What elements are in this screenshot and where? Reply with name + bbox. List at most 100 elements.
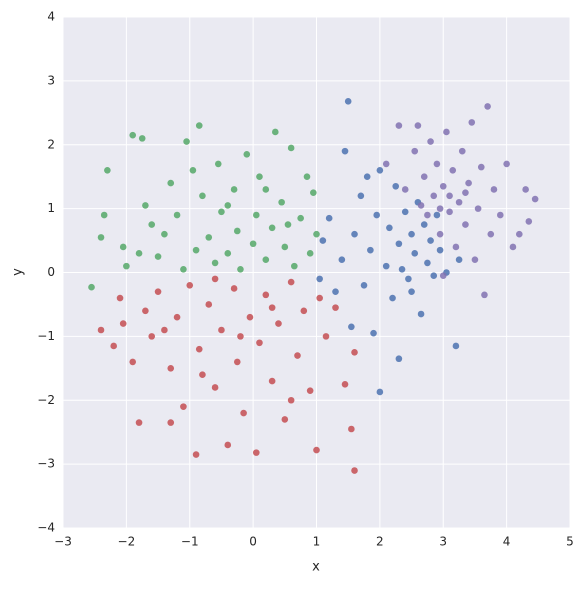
scatter-point: [230, 285, 238, 292]
scatter-point: [360, 281, 368, 289]
scatter-point: [161, 230, 168, 238]
x-tick-label: −2: [118, 535, 136, 549]
scatter-point: [325, 214, 333, 222]
scatter-point: [430, 272, 438, 279]
scatter-point: [300, 307, 308, 315]
scatter-point: [313, 446, 320, 454]
x-axis-label: x: [312, 560, 320, 575]
scatter-point: [167, 365, 175, 372]
scatter-point: [306, 250, 314, 257]
scatter-point: [233, 358, 241, 366]
scatter-point: [522, 186, 529, 193]
x-tick-label: −3: [54, 535, 72, 549]
scatter-point: [275, 320, 282, 327]
scatter-point: [341, 147, 349, 155]
scatter-point: [452, 342, 460, 350]
scatter-point: [525, 218, 533, 225]
scatter-point: [192, 451, 200, 458]
x-tick-label: 5: [566, 535, 574, 549]
x-tick-label: 1: [313, 535, 321, 549]
scatter-point: [455, 198, 463, 206]
scatter-point: [88, 283, 95, 291]
scatter-point: [148, 333, 156, 340]
scatter-point: [398, 266, 406, 273]
scatter-point: [281, 243, 289, 251]
scatter-point: [341, 380, 349, 388]
scatter-point: [268, 304, 276, 311]
scatter-point: [430, 192, 438, 200]
scatter-point: [386, 224, 393, 232]
scatter-point: [291, 262, 298, 270]
scatter-point: [167, 419, 175, 426]
scatter-point: [252, 449, 260, 456]
scatter-point: [395, 122, 403, 129]
scatter-point: [449, 167, 457, 174]
scatter-point: [233, 227, 241, 235]
scatter-point: [376, 388, 384, 396]
scatter-point: [116, 294, 124, 302]
y-tick-label: −2: [37, 393, 55, 407]
scatter-point: [436, 230, 444, 238]
scatter-point: [180, 266, 187, 273]
scatter-point: [243, 151, 251, 158]
scatter-point: [246, 313, 254, 321]
scatter-point: [97, 234, 105, 241]
scatter-point: [192, 246, 200, 254]
scatter-point: [205, 234, 213, 241]
scatter-point: [240, 409, 247, 417]
scatter-point: [395, 240, 403, 248]
scatter-point: [411, 147, 419, 155]
scatter-point: [503, 160, 510, 168]
scatter-point: [262, 291, 270, 299]
scatter-point: [211, 275, 219, 283]
scatter-point: [408, 288, 415, 295]
scatter-point: [287, 396, 295, 404]
scatter-point: [446, 192, 453, 200]
scatter-point: [224, 441, 232, 449]
scatter-point: [427, 138, 434, 145]
scatter-point: [481, 291, 488, 299]
scatter-point: [142, 202, 149, 209]
scatter-point: [195, 122, 203, 129]
scatter-point: [100, 211, 108, 219]
y-tick-label: 3: [47, 73, 55, 87]
scatter-point: [297, 214, 304, 222]
scatter-point: [338, 256, 346, 264]
scatter-point: [237, 333, 244, 340]
scatter-point: [367, 246, 374, 254]
scatter-point: [306, 387, 314, 394]
scatter-point: [370, 329, 377, 337]
scatter-point: [316, 275, 323, 283]
scatter-point: [186, 281, 194, 289]
scatter-point: [382, 262, 390, 270]
scatter-point: [129, 131, 137, 139]
scatter-point: [278, 198, 285, 206]
scatter-point: [436, 246, 444, 254]
scatter-point: [218, 208, 225, 216]
scatter-point: [167, 179, 175, 187]
scatter-point: [249, 240, 257, 248]
scatter-point: [427, 237, 434, 244]
scatter-point: [281, 416, 289, 423]
scatter-point: [319, 237, 327, 244]
scatter-point: [468, 119, 476, 126]
scatter-point: [509, 243, 517, 251]
scatter-point: [405, 275, 412, 283]
scatter-point: [452, 243, 460, 251]
scatter-point: [395, 355, 403, 363]
scatter-point: [97, 326, 105, 334]
scatter-point: [490, 186, 498, 193]
scatter-point: [189, 167, 197, 174]
scatter-point: [424, 259, 431, 267]
scatter-point: [313, 230, 320, 238]
scatter-point: [414, 122, 422, 129]
scatter-point: [417, 310, 425, 318]
scatter-point: [408, 230, 415, 238]
scatter-point: [471, 256, 479, 264]
scatter-point: [363, 173, 371, 180]
x-tick-label: 2: [376, 535, 384, 549]
scatter-point: [268, 377, 276, 385]
scatter-point: [389, 294, 396, 302]
